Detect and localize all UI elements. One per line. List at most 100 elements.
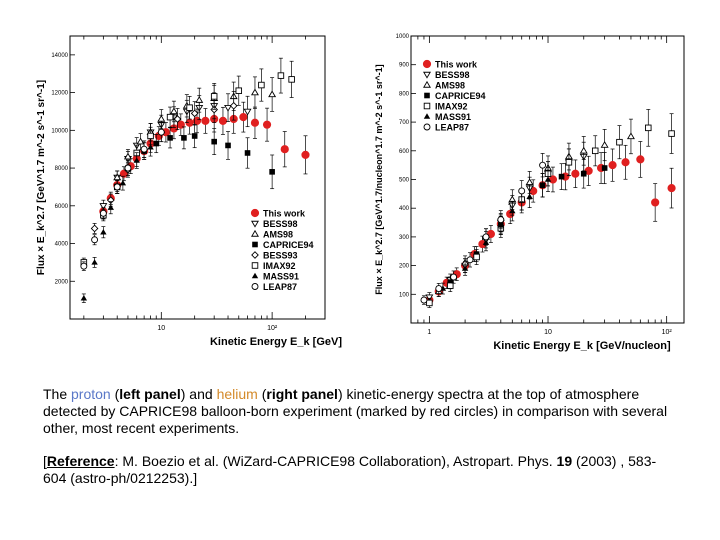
y-tick-label: 12000 (51, 91, 68, 97)
legend-entry: IMAX92 (263, 261, 296, 271)
legend-entry: This work (263, 209, 306, 219)
y-tick-label: 900 (399, 63, 410, 69)
data-point-this-work (301, 150, 310, 159)
y-tick-label: 300 (399, 235, 410, 241)
y-tick-label: 14000 (51, 53, 68, 59)
data-point-mass91 (509, 207, 516, 214)
helium-word: helium (216, 386, 258, 402)
data-point-imax92 (186, 104, 193, 111)
x-axis-label: Kinetic Energy E_k [GeV] (210, 336, 342, 348)
series-this-work (99, 101, 310, 218)
data-point-leap87 (80, 262, 88, 270)
legend-entry: LEAP87 (435, 123, 469, 133)
series-imax92 (426, 109, 675, 308)
data-point-caprice94 (558, 173, 565, 180)
data-point-this-work (262, 120, 272, 129)
data-point-caprice94 (167, 135, 173, 141)
data-point-caprice94 (580, 170, 587, 177)
data-point-leap87 (140, 145, 148, 153)
y-axis-label: Flux × E_k^2.7 [GeV^1.7 m^-2 s^-1 sr^-1] (36, 80, 47, 275)
data-point-ams98 (626, 132, 635, 140)
volume-number: 19 (556, 453, 573, 469)
legend-marker-caprice94 (252, 241, 258, 248)
data-point-bess93 (190, 109, 199, 118)
data-point-ams98 (157, 114, 166, 122)
y-tick-label: 600 (399, 149, 410, 155)
data-point-leap87 (466, 256, 474, 264)
data-point-caprice94 (244, 150, 251, 156)
y-tick-label: 1000 (396, 34, 410, 40)
data-point-imax92 (473, 253, 480, 261)
data-point-ams98 (579, 146, 588, 154)
y-tick-label: 2000 (55, 279, 69, 285)
y-tick-label: 700 (399, 120, 410, 126)
data-point-ams98 (600, 140, 609, 148)
right-panel-label: right panel (266, 386, 338, 402)
data-point-imax92 (258, 81, 265, 89)
data-point-imax92 (616, 138, 623, 146)
data-point-mass91 (526, 193, 533, 199)
x-tick-label: 10² (662, 329, 673, 336)
data-point-caprice94 (153, 140, 160, 147)
data-point-leap87 (99, 209, 107, 217)
legend-entry: BESS98 (263, 219, 298, 229)
data-point-imax92 (277, 72, 285, 79)
data-point-this-work (621, 158, 630, 167)
data-point-leap87 (450, 273, 458, 281)
legend-marker-this-work (250, 208, 260, 218)
data-point-ams98 (525, 178, 534, 186)
legend-entry: LEAP87 (263, 282, 297, 292)
data-point-caprice94 (211, 138, 217, 145)
legend-entry: AMS98 (435, 81, 465, 91)
y-tick-label: 6000 (55, 204, 69, 210)
data-point-leap87 (420, 296, 428, 304)
legend-marker-bess93 (251, 251, 259, 259)
left-panel-label: left panel (119, 386, 181, 402)
y-tick-label: 10000 (51, 128, 68, 134)
data-point-mass91 (80, 295, 88, 301)
data-point-imax92 (166, 113, 174, 121)
y-tick-label: 200 (399, 264, 410, 270)
legend-entry: AMS98 (263, 230, 293, 240)
data-point-leap87 (157, 128, 165, 136)
data-point-this-work (571, 169, 580, 178)
data-point-imax92 (147, 132, 154, 140)
y-tick-label: 8000 (55, 166, 69, 172)
x-tick-label: 1 (427, 329, 431, 336)
series-this-work (425, 141, 676, 305)
legend-marker-bess98 (423, 71, 431, 79)
y-tick-label: 500 (399, 178, 410, 184)
reference-label: Reference (46, 453, 115, 469)
data-point-this-work (667, 184, 676, 193)
data-point-imax92 (210, 93, 218, 100)
data-point-caprice94 (191, 133, 198, 139)
legend-entry: IMAX92 (435, 102, 468, 112)
data-point-ams98 (195, 96, 204, 103)
legend-marker-mass91 (423, 113, 431, 119)
series-bess93 (90, 91, 238, 234)
data-point-mass91 (544, 176, 552, 182)
data-point-mass91 (147, 144, 154, 150)
data-point-imax92 (565, 159, 573, 166)
legend-entry: This work (435, 60, 478, 70)
data-point-caprice94 (225, 142, 231, 149)
data-point-bess93 (229, 101, 238, 110)
x-axis-label: Kinetic Energy E_k [GeV/nucleon] (493, 340, 671, 352)
x-tick-label: 10² (267, 325, 278, 332)
data-point-caprice94 (181, 135, 187, 141)
data-point-imax92 (288, 76, 295, 83)
series-caprice94 (447, 152, 608, 290)
data-point-mass91 (107, 204, 114, 210)
data-point-leap87 (497, 216, 505, 224)
data-point-leap87 (482, 233, 490, 241)
series-leap87 (80, 122, 165, 271)
data-point-mass91 (100, 229, 107, 235)
data-point-imax92 (668, 130, 675, 137)
data-point-ams98 (169, 107, 178, 115)
data-point-this-work (192, 116, 202, 126)
data-point-bess98 (224, 105, 233, 112)
data-point-leap87 (91, 236, 99, 244)
data-point-ams98 (268, 90, 277, 98)
y-tick-label: 800 (399, 91, 410, 97)
series-leap87 (420, 153, 547, 305)
